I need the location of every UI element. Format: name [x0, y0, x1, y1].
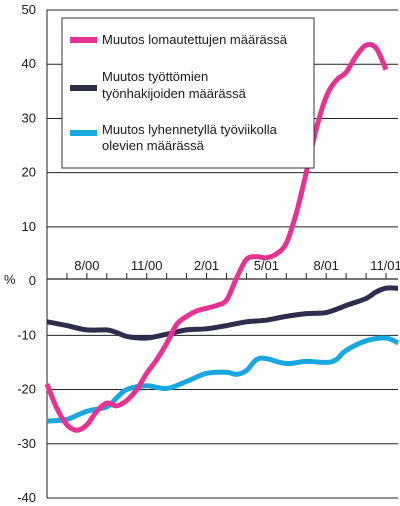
y-tick-label: -20: [17, 382, 36, 397]
series-line-lyhennetty: [46, 335, 400, 424]
y-tick-label: -10: [17, 327, 36, 342]
x-tick-label: 8/01: [314, 258, 339, 273]
x-tick-label: 11/00: [131, 258, 163, 273]
legend-item-lyhennetty: Muutos lyhennetyllä työviikolla olevien m…: [70, 122, 278, 153]
legend-label: Muutos työttömien työnhakijoiden määrässä: [102, 69, 247, 101]
x-tick-label: 8/00: [74, 258, 99, 273]
series-lines: [44, 41, 400, 433]
legend-label: Muutos lomautettujen määrässä: [102, 32, 288, 47]
x-tick-label: 11/01: [370, 258, 400, 273]
y-tick-label: 20: [22, 165, 36, 180]
y-tick-label: 0: [29, 273, 36, 288]
legend-item-lomautetut: Muutos lomautettujen määrässä: [70, 32, 288, 47]
y-tick-label: 30: [22, 110, 36, 125]
legend: Muutos lomautettujen määrässä Muutos työt…: [61, 17, 315, 169]
y-tick-label: -30: [17, 436, 36, 451]
y-tick-label: -40: [17, 490, 36, 505]
x-tick-label: 5/01: [254, 258, 279, 273]
series-line-tyottomat: [46, 285, 399, 341]
series-line-lomautetut: [44, 41, 389, 433]
x-tick-label: 2/01: [194, 258, 219, 273]
axes: -40 -30 -20 -10 0 10 20 30 40 50% 8/00 11/00 2/01 5/0…: [4, 2, 400, 505]
y-tick-label: 50: [22, 2, 36, 17]
legend-box: [61, 17, 315, 169]
y-tick-label: 40: [22, 56, 36, 71]
y-tick-label: 10: [22, 219, 36, 234]
legend-item-tyottomat: Muutos työttömien työnhakijoiden määrässä: [70, 69, 247, 101]
y-axis-unit-label: %: [4, 272, 16, 287]
legend-label: Muutos lyhennetyllä työviikolla olevien m…: [102, 122, 278, 153]
